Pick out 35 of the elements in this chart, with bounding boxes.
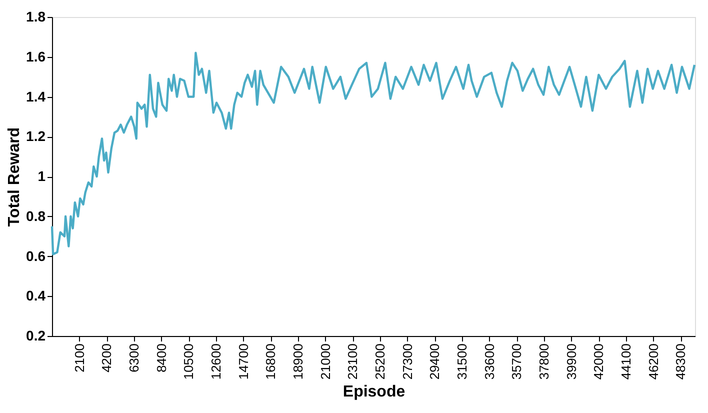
x-tick-label: 4200: [99, 344, 114, 372]
y-tick-label: 1.2: [26, 128, 46, 144]
x-tick-label: 29400: [427, 344, 442, 380]
y-tick-label: 1: [38, 168, 46, 184]
y-tick-label: 0.2: [26, 328, 46, 344]
y-tick-label: 1.6: [26, 48, 46, 64]
x-tick-label: 39900: [564, 344, 579, 380]
x-tick-label: 10500: [181, 344, 196, 380]
y-tick-label: 0.4: [26, 288, 46, 304]
x-tick-label: 33600: [482, 344, 497, 380]
x-tick-label: 46200: [646, 344, 661, 380]
y-tick-label: 0.8: [26, 208, 46, 224]
x-tick-label: 21000: [318, 344, 333, 380]
x-tick-label: 27300: [400, 344, 415, 380]
y-axis-title: Total Reward: [6, 127, 24, 227]
line-series: [50, 52, 696, 256]
x-tick-label: 14700: [236, 344, 251, 380]
x-tick-label: 25200: [372, 344, 388, 380]
x-tick-label: 31500: [454, 344, 470, 380]
y-tick-label: 1.4: [26, 88, 46, 104]
x-tick-label: 12600: [208, 344, 224, 380]
x-tick-label: 2100: [72, 344, 87, 372]
x-tick-label: 16800: [263, 344, 278, 380]
x-tick-label: 37800: [536, 344, 552, 380]
x-tick-label: 18900: [290, 344, 306, 380]
x-tick-label: 35700: [509, 344, 524, 380]
y-tick-label: 1.8: [26, 8, 46, 24]
x-tick-label: 48300: [673, 344, 688, 380]
x-axis-title: Episode: [342, 384, 406, 401]
x-tick-label: 8400: [154, 344, 169, 372]
y-tick-label: 0.6: [26, 248, 46, 264]
x-tick-label: 44100: [618, 344, 634, 380]
x-tick-label: 6300: [126, 344, 142, 372]
x-tick-label: 42000: [591, 344, 606, 380]
x-tick-label: 23100: [345, 344, 360, 380]
